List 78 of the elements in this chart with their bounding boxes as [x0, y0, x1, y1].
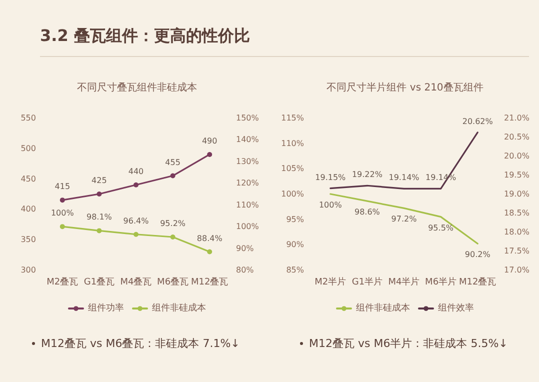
y2-tick-label: 18.5%: [504, 208, 530, 218]
legend-label: 组件非硅成本: [152, 302, 206, 314]
data-label: 19.22%: [352, 170, 383, 180]
data-label: 98.1%: [86, 212, 112, 222]
chart-title: 不同尺寸叠瓦组件非硅成本: [77, 82, 197, 94]
data-label: 425: [92, 176, 107, 185]
data-label: 95.5%: [428, 223, 454, 232]
y2-tick-label: 90%: [236, 244, 254, 253]
y2-tick-label: 140%: [236, 135, 260, 144]
x-tick-label: M2半片: [314, 276, 346, 288]
data-label: 95.2%: [160, 218, 186, 228]
data-label: 19.14%: [388, 173, 420, 182]
data-label: 96.4%: [123, 216, 150, 226]
x-tick-label: M4半片: [388, 276, 420, 288]
x-tick-label: M6叠瓦: [157, 276, 189, 288]
text: M12叠瓦 vs M6叠瓦：非硅成本 7.1%↓: [40, 336, 241, 351]
x-tick-label: G1叠瓦: [84, 276, 115, 288]
y2-tick-label: 20.5%: [504, 132, 530, 142]
data-label: 20.62%: [462, 116, 494, 126]
data-label: 440: [128, 166, 144, 176]
y-tick-label: 90%: [286, 240, 304, 250]
data-label: 98.6%: [354, 208, 380, 217]
x-tick-label: M2叠瓦: [46, 276, 78, 288]
y2-tick-label: 17.0%: [504, 266, 530, 274]
legend-label: 组件非硅成本: [356, 302, 410, 314]
y2-tick-label: 17.5%: [504, 246, 530, 256]
y-tick-label: 450: [20, 174, 36, 184]
y2-tick-label: 20.0%: [504, 152, 530, 160]
y-tick-label: 400: [20, 204, 36, 214]
data-label: 97.2%: [391, 214, 418, 224]
data-label: 490: [202, 136, 218, 146]
y-tick-label: 300: [20, 266, 36, 274]
y2-tick-label: 80%: [236, 266, 254, 274]
y-tick-label: 100%: [281, 190, 304, 198]
text: 3.2 叠瓦组件：更高的性价比: [40, 26, 250, 47]
y2-tick-label: 18.0%: [504, 228, 530, 236]
data-label: 100%: [50, 208, 74, 218]
y-tick-label: 95%: [286, 214, 304, 224]
x-tick-label: G1半片: [352, 276, 383, 288]
x-tick-label: M12叠瓦: [190, 276, 228, 288]
y-tick-label: 110%: [281, 138, 304, 148]
legend-label: 组件效率: [438, 302, 474, 314]
point: [134, 232, 138, 237]
y2-tick-label: 21.0%: [504, 114, 530, 122]
text: M12叠瓦 vs M6半片：非硅成本 5.5%↓: [308, 336, 509, 351]
y2-tick-label: 19.0%: [504, 190, 530, 198]
legend-label: 组件功率: [88, 302, 124, 314]
y-tick-label: 500: [20, 144, 36, 153]
x-tick-label: M12叠瓦: [458, 276, 496, 288]
data-label: 88.4%: [196, 234, 223, 243]
y-tick-label: 550: [20, 114, 36, 122]
point: [207, 249, 212, 254]
point: [96, 228, 102, 234]
y-tick-label: 115%: [281, 114, 304, 122]
data-label: 100%: [318, 200, 342, 210]
x-tick-label: M6半片: [425, 276, 457, 288]
point: [170, 173, 176, 178]
point: [207, 152, 212, 157]
point: [60, 224, 65, 230]
y2-tick-label: 100%: [236, 222, 260, 232]
point: [96, 192, 102, 196]
y2-tick-label: 150%: [236, 114, 260, 122]
x-tick-label: M4叠瓦: [120, 276, 152, 288]
y2-tick-label: 120%: [236, 178, 260, 188]
data-label: 19.15%: [315, 172, 346, 182]
y-tick-label: 105%: [281, 164, 304, 174]
y2-tick-label: 110%: [236, 200, 260, 210]
data-label: 90.2%: [464, 250, 491, 260]
point: [170, 234, 176, 240]
data-label: 455: [165, 158, 180, 167]
y-tick-label: 85%: [286, 266, 304, 274]
y2-tick-label: 130%: [236, 156, 260, 166]
point: [134, 182, 138, 188]
y2-tick-label: 19.5%: [504, 170, 530, 180]
data-label: 415: [54, 182, 70, 192]
point: [60, 198, 65, 203]
chart-title: 不同尺寸半片组件 vs 210叠瓦组件: [326, 82, 484, 94]
y-tick-label: 350: [20, 235, 36, 244]
